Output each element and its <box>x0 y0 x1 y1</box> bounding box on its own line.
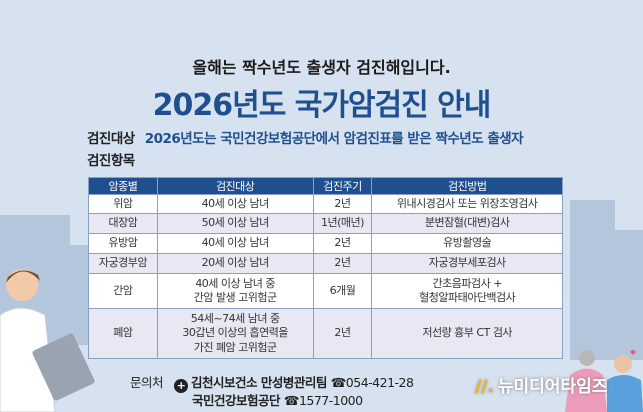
building-silhouette <box>40 245 90 345</box>
table-row: 폐암 54세~74세 남녀 중 30갑년 이상의 흡연력을 가진 폐암 고위험군 2년 저… <box>88 308 563 359</box>
table-cell: 6개월 <box>312 273 373 309</box>
watermark-logo-icon: //. <box>475 377 494 397</box>
column-header: 검진방법 <box>371 177 563 195</box>
table-row: 대장암 50세 이상 남녀 1년(매년) 분변잠혈(대변)검사 <box>88 213 563 234</box>
table-cell: 자궁경부세포검사 <box>371 253 563 274</box>
table-cell: 2년 <box>312 308 373 359</box>
doctor-illustration <box>0 269 95 412</box>
table-cell: 54세~74세 남녀 중 30갑년 이상의 흡연력을 가진 폐암 고위험군 <box>156 308 314 359</box>
table-cell: 1년(매년) <box>312 213 373 234</box>
table-cell: 20세 이상 남녀 <box>156 253 314 274</box>
table-row: 간암 40세 이상 남녀 중 간암 발생 고위험군 6개월 간초음파검사 + 혈청알파태아… <box>88 273 563 309</box>
table-cell: 위내시경검사 또는 위장조영검사 <box>371 194 563 214</box>
contact-phone-1: ☎054-421-28 <box>330 375 414 390</box>
table-cell: 간초음파검사 + 혈청알파태아단백검사 <box>371 273 563 309</box>
table-cell: 저선량 흉부 CT 검사 <box>371 308 563 359</box>
table-cell: 40세 이상 남녀 <box>156 233 314 254</box>
table-cell: 자궁경부암 <box>88 253 158 274</box>
elderly-couple-illustration <box>565 350 643 412</box>
table-cell: 유방암 <box>88 233 158 254</box>
table-cell: 2년 <box>312 233 373 254</box>
table-row: 위암 40세 이상 남녀 2년 위내시경검사 또는 위장조영검사 <box>88 194 563 214</box>
table-cell: 2년 <box>312 194 373 214</box>
column-header: 암종별 <box>88 177 158 195</box>
page-title: 2026년도 국가암검진 안내 <box>152 88 492 123</box>
table-cell: 40세 이상 남녀 중 간암 발생 고위험군 <box>156 273 314 309</box>
column-header: 검진주기 <box>312 177 373 195</box>
building-silhouette <box>610 230 643 360</box>
table-cell: 폐암 <box>88 308 158 359</box>
contact-label: 문의처 <box>130 375 164 390</box>
watermark: //. 뉴미디어타임즈 <box>475 377 608 397</box>
table-cell: 유방촬영술 <box>371 233 563 254</box>
screening-table: 암종별 검진대상 검진주기 검진방법 위암 40세 이상 남녀 2년 위내시경검사 또는 위… <box>88 177 563 359</box>
column-header: 검진대상 <box>156 177 314 195</box>
table-cell: 대장암 <box>88 213 158 234</box>
table-cell: 간암 <box>88 273 158 309</box>
target-value: 2026년도는 국민건강보험공단에서 암검진표를 받은 짝수년도 출생자 <box>144 131 524 147</box>
table-cell: 50세 이상 남녀 <box>156 213 314 234</box>
table-row: 자궁경부암 20세 이상 남녀 2년 자궁경부세포검사 <box>88 253 563 274</box>
items-label: 검진항목 <box>87 153 135 169</box>
table-cell: 분변잠혈(대변)검사 <box>371 213 563 234</box>
health-center-logo-icon: + <box>174 379 188 393</box>
table-row: 유방암 40세 이상 남녀 2년 유방촬영술 <box>88 233 563 254</box>
target-row: 검진대상 2026년도는 국민건강보험공단에서 암검진표를 받은 짝수년도 출생자 <box>87 127 524 147</box>
building-silhouette <box>570 200 615 360</box>
contact-org-1: 김천시보건소 만성병관리팀 <box>191 375 327 390</box>
contact-org-2: 국민건강보험공단 <box>192 393 281 408</box>
contact-phone-2: ☎1577-1000 <box>283 393 363 408</box>
contact-info: 문의처 + 김천시보건소 만성병관리팀 ☎054-421-28 국민건강보험공단 … <box>130 372 414 408</box>
table-cell: 2년 <box>312 253 373 274</box>
table-header: 암종별 검진대상 검진주기 검진방법 <box>88 177 563 195</box>
subtitle: 올해는 짝수년도 출생자 검진해입니다. <box>192 58 451 77</box>
target-label: 검진대상 <box>87 131 135 147</box>
table-cell: 위암 <box>88 194 158 214</box>
table-cell: 40세 이상 남녀 <box>156 194 314 214</box>
